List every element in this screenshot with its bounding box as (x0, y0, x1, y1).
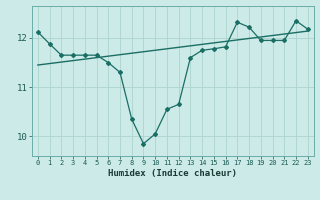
X-axis label: Humidex (Indice chaleur): Humidex (Indice chaleur) (108, 169, 237, 178)
